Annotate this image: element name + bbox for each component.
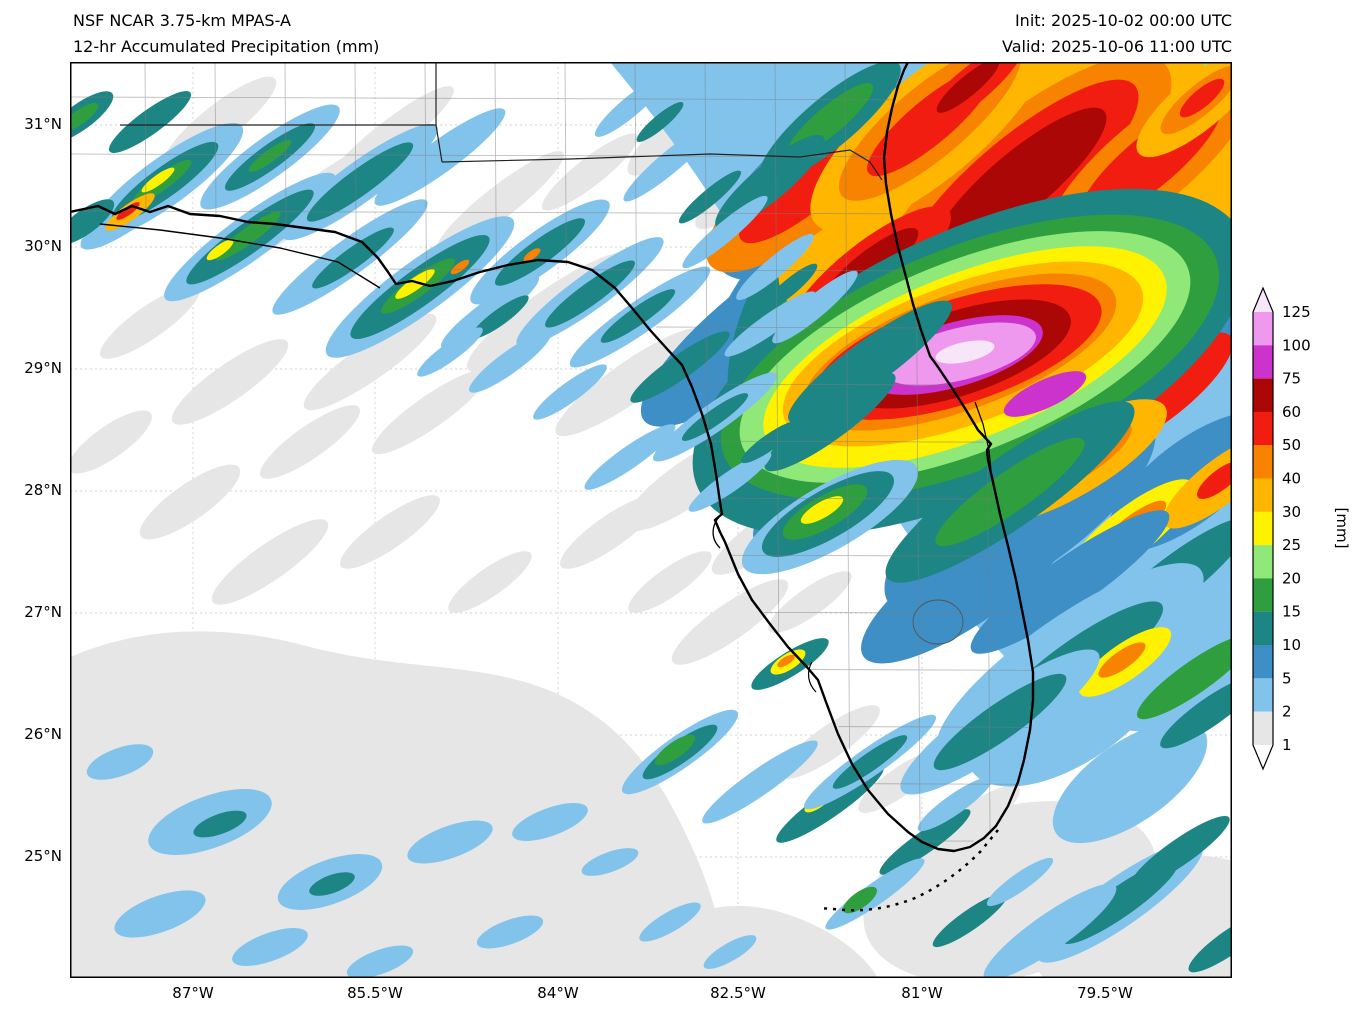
colorbar-over-triangle bbox=[1253, 288, 1273, 312]
state-boundaries bbox=[120, 62, 883, 181]
x-tick-85-5w: 85.5°W bbox=[347, 984, 403, 1002]
x-tick-79-5w: 79.5°W bbox=[1077, 984, 1133, 1002]
svg-text:25: 25 bbox=[1282, 536, 1301, 554]
svg-text:10: 10 bbox=[1282, 636, 1301, 654]
svg-text:30: 30 bbox=[1282, 503, 1301, 521]
colorbar: 125 100 75 60 50 40 30 25 20 15 10 5 2 1… bbox=[1240, 270, 1361, 790]
svg-text:75: 75 bbox=[1282, 370, 1301, 388]
x-tick-82-5w: 82.5°W bbox=[710, 984, 766, 1002]
time-info-block: Init: 2025-10-02 00:00 UTC Valid: 2025-1… bbox=[1002, 8, 1232, 60]
model-title: NSF NCAR 3.75-km MPAS-A bbox=[73, 11, 291, 30]
svg-text:50: 50 bbox=[1282, 436, 1301, 454]
colorbar-unit-label: [mm] bbox=[1333, 508, 1351, 549]
y-tick-30n: 30°N bbox=[24, 237, 62, 255]
svg-text:60: 60 bbox=[1282, 403, 1301, 421]
y-tick-31n: 31°N bbox=[24, 115, 62, 133]
lake-okeechobee bbox=[912, 599, 964, 645]
y-tick-28n: 28°N bbox=[24, 481, 62, 499]
svg-text:2: 2 bbox=[1282, 703, 1292, 721]
y-tick-29n: 29°N bbox=[24, 359, 62, 377]
precip-east-coast-streaks bbox=[764, 300, 1232, 978]
svg-text:100: 100 bbox=[1282, 336, 1311, 354]
svg-text:20: 20 bbox=[1282, 569, 1301, 587]
svg-text:125: 125 bbox=[1282, 303, 1311, 321]
colorbar-segments bbox=[1252, 286, 1274, 771]
svg-text:1: 1 bbox=[1282, 736, 1292, 754]
init-time-label: Init: 2025-10-02 00:00 UTC bbox=[1014, 11, 1232, 30]
valid-time-label: Valid: 2025-10-06 11:00 UTC bbox=[1001, 37, 1232, 56]
y-tick-27n: 27°N bbox=[24, 603, 62, 621]
precip-midmap-streaks bbox=[569, 77, 919, 575]
x-tick-81w: 81°W bbox=[901, 984, 943, 1002]
x-tick-87w: 87°W bbox=[172, 984, 214, 1002]
y-tick-25n: 25°N bbox=[24, 847, 62, 865]
precipitation-map-graphic bbox=[70, 62, 1232, 978]
map-frame bbox=[70, 62, 1232, 978]
colorbar-under-triangle bbox=[1253, 745, 1273, 769]
map-border bbox=[70, 62, 1232, 978]
y-tick-26n: 26°N bbox=[24, 725, 62, 743]
x-tick-84w: 84°W bbox=[537, 984, 579, 1002]
colorbar-tick-labels: 125 100 75 60 50 40 30 25 20 15 10 5 2 1 bbox=[1282, 303, 1311, 754]
precip-panhandle-streaks bbox=[70, 91, 664, 420]
svg-text:15: 15 bbox=[1282, 603, 1301, 621]
coastline bbox=[70, 62, 1035, 912]
precip-south-florida-streaks bbox=[621, 638, 1054, 948]
product-title: 12-hr Accumulated Precipitation (mm) bbox=[73, 37, 380, 56]
svg-text:5: 5 bbox=[1282, 669, 1292, 687]
plot-title-block: NSF NCAR 3.75-km MPAS-A 12-hr Accumulate… bbox=[73, 8, 379, 60]
svg-text:40: 40 bbox=[1282, 470, 1301, 488]
precip-gulf-teal-cores bbox=[193, 810, 355, 896]
